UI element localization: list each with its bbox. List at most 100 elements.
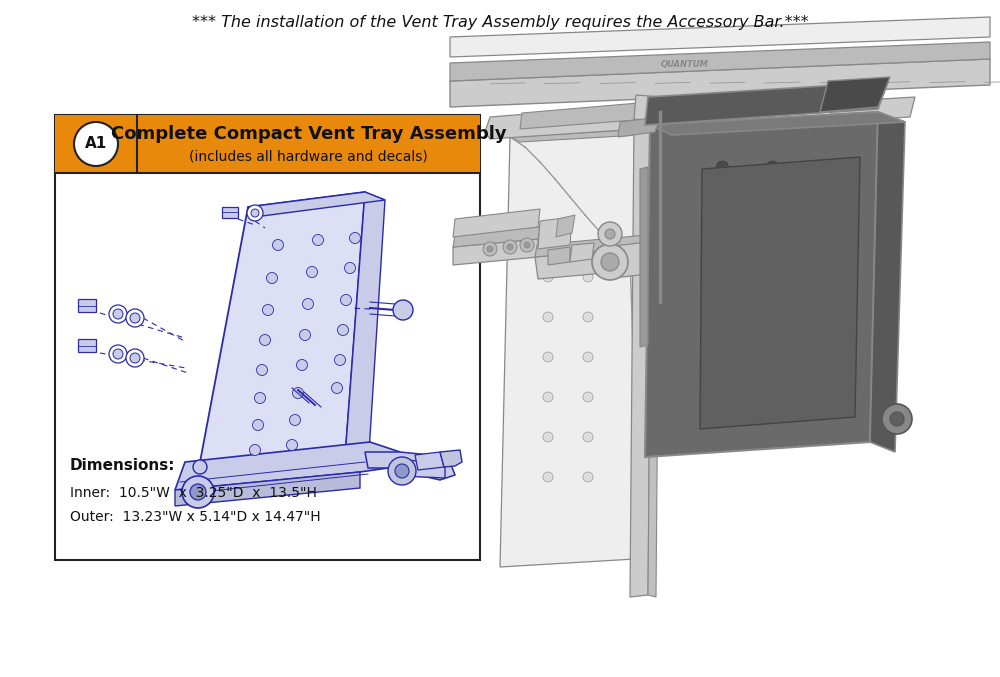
Circle shape	[483, 242, 497, 256]
Circle shape	[583, 352, 593, 362]
Polygon shape	[648, 117, 660, 597]
Polygon shape	[538, 217, 572, 249]
Polygon shape	[645, 112, 878, 457]
Polygon shape	[510, 129, 656, 142]
Circle shape	[543, 272, 553, 282]
Circle shape	[543, 432, 553, 442]
Polygon shape	[450, 17, 990, 57]
Circle shape	[543, 392, 553, 402]
Polygon shape	[453, 209, 540, 237]
Polygon shape	[450, 59, 990, 107]
Text: Outer:  13.23"W x 5.14"D x 14.47"H: Outer: 13.23"W x 5.14"D x 14.47"H	[70, 510, 321, 524]
Circle shape	[256, 364, 268, 376]
Circle shape	[814, 326, 826, 338]
Polygon shape	[400, 460, 445, 478]
Circle shape	[338, 324, 349, 336]
Circle shape	[290, 414, 300, 426]
Polygon shape	[453, 239, 538, 265]
Polygon shape	[650, 112, 905, 135]
Circle shape	[252, 420, 264, 431]
Polygon shape	[175, 442, 400, 490]
Circle shape	[487, 246, 493, 252]
Circle shape	[247, 205, 263, 221]
Polygon shape	[500, 129, 645, 567]
Polygon shape	[197, 192, 365, 478]
Circle shape	[350, 232, 360, 244]
Text: Inner:  10.5"W  x  3.25"D  x  13.5"H: Inner: 10.5"W x 3.25"D x 13.5"H	[70, 486, 317, 500]
Circle shape	[816, 193, 828, 205]
Circle shape	[126, 309, 144, 327]
Circle shape	[815, 259, 827, 271]
Polygon shape	[618, 117, 660, 137]
Circle shape	[520, 238, 534, 252]
Circle shape	[601, 253, 619, 271]
Circle shape	[764, 293, 776, 305]
Text: QUANTUM: QUANTUM	[661, 60, 709, 70]
Polygon shape	[820, 77, 890, 112]
Circle shape	[334, 355, 346, 366]
Circle shape	[266, 273, 278, 284]
Circle shape	[714, 293, 726, 305]
Polygon shape	[345, 192, 385, 468]
Circle shape	[890, 412, 904, 426]
Circle shape	[182, 476, 214, 508]
Polygon shape	[640, 109, 658, 132]
Circle shape	[503, 240, 517, 254]
Circle shape	[340, 294, 352, 305]
Circle shape	[766, 193, 778, 205]
Circle shape	[251, 209, 259, 217]
Text: *** The installation of the Vent Tray Assembly requires the Accessory Bar.***: *** The installation of the Vent Tray As…	[192, 14, 808, 30]
Circle shape	[262, 305, 274, 315]
Polygon shape	[548, 247, 570, 265]
Polygon shape	[570, 243, 594, 262]
Circle shape	[109, 305, 127, 323]
Circle shape	[764, 326, 776, 338]
Circle shape	[344, 263, 356, 274]
Polygon shape	[453, 227, 540, 247]
Circle shape	[543, 312, 553, 322]
Polygon shape	[634, 95, 662, 122]
Circle shape	[592, 244, 628, 280]
Bar	[55, 115, 480, 560]
Circle shape	[130, 353, 140, 363]
Circle shape	[113, 309, 123, 319]
Bar	[78, 299, 96, 312]
Polygon shape	[175, 472, 360, 506]
Polygon shape	[700, 157, 860, 429]
Polygon shape	[640, 167, 648, 347]
Circle shape	[250, 445, 260, 456]
Circle shape	[272, 240, 284, 250]
Circle shape	[714, 326, 726, 338]
Polygon shape	[450, 42, 990, 81]
Text: (includes all hardware and decals): (includes all hardware and decals)	[189, 150, 428, 164]
Circle shape	[113, 349, 123, 359]
Circle shape	[126, 349, 144, 367]
Circle shape	[583, 272, 593, 282]
Bar	[55, 115, 480, 173]
Circle shape	[815, 226, 827, 238]
Circle shape	[543, 352, 553, 362]
Circle shape	[130, 313, 140, 323]
Circle shape	[816, 161, 828, 173]
Circle shape	[765, 259, 777, 271]
Polygon shape	[520, 102, 650, 129]
Polygon shape	[415, 452, 444, 470]
Polygon shape	[645, 82, 888, 125]
Circle shape	[766, 161, 778, 173]
Text: A1: A1	[85, 137, 107, 152]
Polygon shape	[870, 112, 905, 452]
Circle shape	[193, 460, 207, 474]
Text: Dimensions:: Dimensions:	[70, 458, 176, 473]
Circle shape	[524, 242, 530, 248]
Polygon shape	[535, 235, 647, 257]
Circle shape	[254, 393, 266, 403]
Circle shape	[507, 244, 513, 250]
Circle shape	[716, 193, 728, 205]
Circle shape	[388, 457, 416, 485]
Circle shape	[882, 404, 912, 434]
Circle shape	[583, 432, 593, 442]
Polygon shape	[605, 242, 648, 279]
Polygon shape	[830, 97, 915, 122]
Polygon shape	[635, 129, 656, 562]
Circle shape	[813, 361, 825, 373]
